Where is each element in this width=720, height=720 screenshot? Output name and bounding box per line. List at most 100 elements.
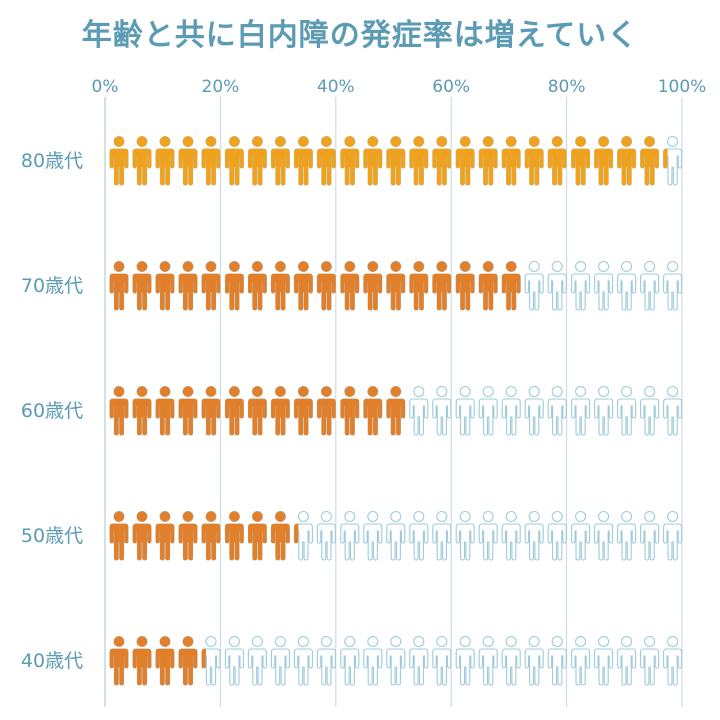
person-icon — [201, 135, 221, 186]
person-icon — [409, 135, 429, 186]
person-icon — [547, 510, 567, 561]
person-icon — [201, 510, 221, 561]
person-icon — [363, 510, 383, 561]
person-icon — [224, 635, 244, 686]
row-label: 40歳代 — [21, 650, 83, 672]
person-icon — [340, 635, 360, 686]
person-icon — [663, 260, 683, 311]
person-icon — [270, 510, 290, 561]
person-icon — [640, 385, 660, 436]
person-icon — [109, 260, 129, 311]
person-icon — [132, 385, 152, 436]
x-tick-label: 40% — [317, 77, 355, 97]
x-tick-label: 20% — [202, 77, 240, 97]
person-icon — [524, 385, 544, 436]
person-icon — [594, 385, 614, 436]
person-icon — [201, 385, 221, 436]
person-icon — [247, 385, 267, 436]
person-icon — [547, 635, 567, 686]
person-icon — [501, 510, 521, 561]
person-icon — [663, 635, 683, 686]
person-icon — [571, 385, 591, 436]
person-icon — [363, 635, 383, 686]
person-icon — [340, 510, 360, 561]
person-icon — [178, 510, 198, 561]
person-icon — [155, 260, 175, 311]
person-icon — [247, 510, 267, 561]
person-icon — [432, 635, 452, 686]
person-icon — [132, 260, 152, 311]
person-icon — [617, 635, 637, 686]
person-icon — [316, 135, 336, 186]
person-icon — [432, 510, 452, 561]
person-icon — [270, 135, 290, 186]
person-icon — [132, 635, 152, 686]
person-icon — [132, 135, 152, 186]
person-icon — [316, 510, 336, 561]
person-icon — [109, 385, 129, 436]
person-icon — [640, 135, 660, 186]
person-icon — [594, 635, 614, 686]
person-icon — [594, 260, 614, 311]
person-icon — [478, 385, 498, 436]
person-icon — [478, 260, 498, 311]
person-icon — [478, 510, 498, 561]
person-icon — [501, 135, 521, 186]
person-icon — [109, 510, 129, 561]
person-icon — [224, 260, 244, 311]
person-icon — [547, 385, 567, 436]
person-icon — [247, 260, 267, 311]
person-icon — [547, 260, 567, 311]
person-icon — [501, 635, 521, 686]
person-icon — [155, 385, 175, 436]
person-icon — [571, 260, 591, 311]
row-label: 60歳代 — [21, 400, 83, 422]
person-icon — [478, 635, 498, 686]
person-icon — [224, 135, 244, 186]
person-icon — [663, 385, 683, 436]
person-icon — [386, 635, 406, 686]
person-icon — [109, 135, 129, 186]
person-icon — [455, 385, 475, 436]
person-icon — [547, 135, 567, 186]
person-icon — [478, 135, 498, 186]
person-icon — [155, 635, 175, 686]
person-icon — [432, 260, 452, 311]
person-icon — [363, 385, 383, 436]
person-icon — [201, 260, 221, 311]
person-icon — [293, 260, 313, 311]
person-icon — [316, 635, 336, 686]
person-icon — [293, 135, 313, 186]
person-icon — [524, 135, 544, 186]
person-icon — [409, 635, 429, 686]
person-icon — [640, 635, 660, 686]
person-icon — [640, 260, 660, 311]
person-icon — [640, 510, 660, 561]
person-icon — [316, 260, 336, 311]
person-icon — [663, 510, 683, 561]
person-icon — [386, 385, 406, 436]
row-label: 50歳代 — [21, 525, 83, 547]
person-icon — [340, 135, 360, 186]
person-icon — [386, 135, 406, 186]
person-icon — [571, 135, 591, 186]
person-icon — [109, 635, 129, 686]
person-icon — [571, 510, 591, 561]
person-icon — [270, 635, 290, 686]
person-icon — [201, 635, 221, 686]
person-icon — [455, 135, 475, 186]
person-icon — [340, 385, 360, 436]
person-icon — [178, 135, 198, 186]
person-icon — [178, 635, 198, 686]
person-icon — [455, 635, 475, 686]
person-icon — [316, 385, 336, 436]
person-icon — [455, 260, 475, 311]
person-icon — [409, 260, 429, 311]
person-icon — [524, 260, 544, 311]
person-icon — [663, 135, 683, 186]
row-label: 80歳代 — [21, 150, 83, 172]
person-icon — [178, 260, 198, 311]
person-icon — [594, 135, 614, 186]
